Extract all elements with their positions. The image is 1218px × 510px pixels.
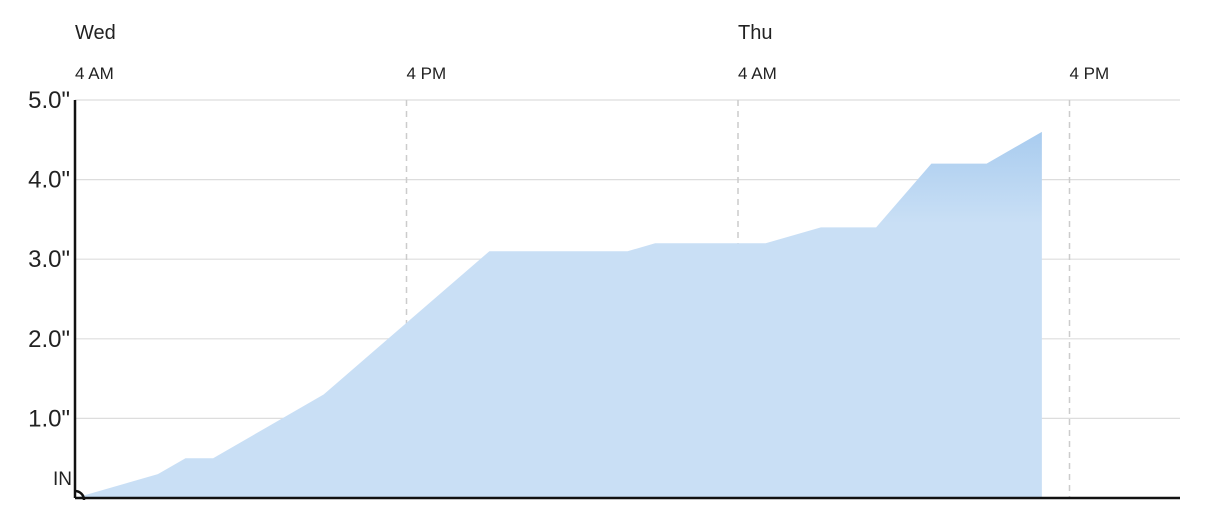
y-tick-label-2: 3.0" — [28, 246, 70, 273]
x-tick-label-2: 4 AM — [738, 64, 777, 83]
day-label-wed: Wed — [75, 22, 116, 44]
x-tick-label-1: 4 PM — [407, 64, 447, 83]
y-tick-label-1: 2.0" — [28, 326, 70, 353]
area-series — [75, 131, 1042, 498]
origin-arc — [74, 489, 86, 501]
day-label-thu: Thu — [738, 22, 772, 44]
axis-labels: Wed Thu 4 AM 4 PM 4 AM 4 PM 1.0" 2.0" 3.0" 4.0" 5.… — [28, 22, 1109, 490]
accumulation-area — [75, 131, 1042, 498]
x-tick-label-3: 4 PM — [1070, 64, 1110, 83]
y-tick-label-0: 1.0" — [28, 405, 70, 432]
y-unit-label: IN — [53, 469, 72, 490]
y-tick-label-3: 4.0" — [28, 167, 70, 194]
y-tick-label-4: 5.0" — [28, 87, 70, 114]
axes — [73, 100, 1180, 501]
x-tick-label-0: 4 AM — [75, 64, 114, 83]
